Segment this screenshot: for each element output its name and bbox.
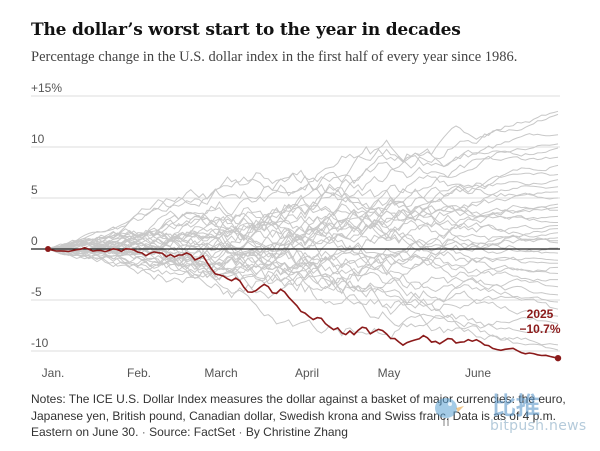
series-line-2025 bbox=[47, 246, 559, 359]
series-label-2025: 2025 bbox=[527, 307, 554, 321]
final-value-label: −10.7% bbox=[519, 322, 560, 336]
separator: · bbox=[238, 425, 246, 439]
notes-text: Notes: The ICE U.S. Dollar Index measure… bbox=[31, 392, 566, 439]
end-point bbox=[554, 354, 562, 362]
series-line bbox=[47, 237, 559, 274]
series-line bbox=[47, 199, 559, 251]
series-line bbox=[47, 230, 559, 269]
y-tick-label: 5 bbox=[31, 183, 38, 197]
watermark-cjk: 比推 bbox=[492, 392, 540, 420]
x-tick-label: Feb. bbox=[127, 366, 151, 380]
start-point bbox=[45, 246, 51, 252]
series-line bbox=[47, 248, 559, 346]
series-line bbox=[47, 183, 559, 250]
y-tick-label: 10 bbox=[31, 132, 45, 146]
x-tick-label: April bbox=[295, 366, 319, 380]
x-tick-label: June bbox=[465, 366, 491, 380]
series-line bbox=[47, 248, 559, 329]
y-tick-label: 0 bbox=[31, 234, 38, 248]
series-line bbox=[47, 240, 559, 286]
series-line bbox=[47, 179, 559, 250]
series-line bbox=[47, 245, 559, 303]
y-tick-label: -10 bbox=[31, 336, 49, 350]
series-line bbox=[47, 192, 559, 252]
line-chart: +15% 10 5 0 -5 -10 Jan. Feb. March April May June 20… bbox=[31, 81, 562, 380]
series-line bbox=[47, 248, 559, 317]
series-line bbox=[47, 219, 559, 255]
x-tick-label: May bbox=[378, 366, 401, 380]
series-line bbox=[47, 237, 559, 275]
series-line bbox=[47, 110, 559, 250]
chart-footnote: Notes: The ICE U.S. Dollar Index measure… bbox=[31, 391, 576, 441]
series-line bbox=[47, 218, 559, 264]
chart-title: The dollar’s worst start to the year in … bbox=[31, 20, 461, 40]
series-line bbox=[48, 133, 559, 250]
separator: · bbox=[141, 425, 150, 439]
series-line bbox=[47, 188, 559, 250]
y-tick-label: +15% bbox=[31, 81, 62, 95]
x-tick-label: Jan. bbox=[42, 366, 65, 380]
byline-text: By Christine Zhang bbox=[245, 425, 348, 439]
series-line bbox=[47, 233, 559, 267]
y-tick-label: -5 bbox=[31, 285, 42, 299]
source-text: Source: FactSet bbox=[149, 425, 236, 439]
x-tick-label: March bbox=[204, 366, 237, 380]
watermark-text: bitpush.news bbox=[490, 418, 587, 434]
chart-subtitle: Percentage change in the U.S. dollar ind… bbox=[31, 49, 518, 65]
